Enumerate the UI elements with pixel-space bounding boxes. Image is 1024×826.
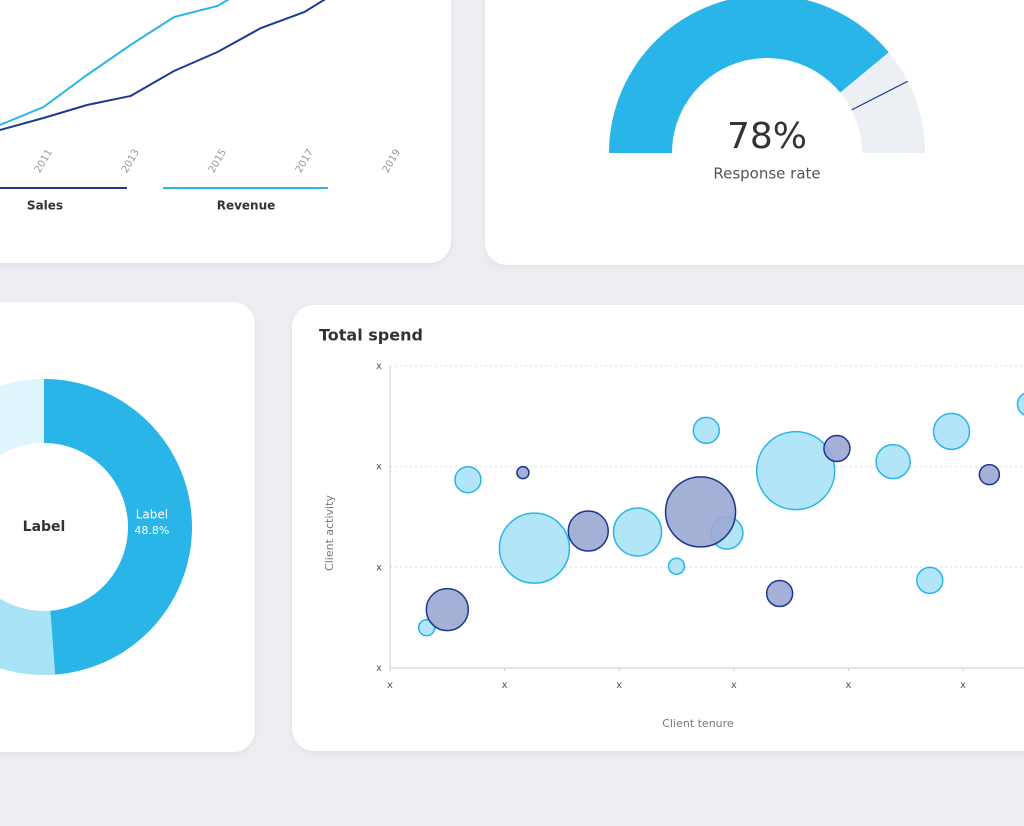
bubble <box>1016 391 1024 417</box>
chart-title: Total spend <box>319 326 423 345</box>
legend-label: Revenue <box>217 199 276 213</box>
line <box>0 0 262 126</box>
bubble <box>498 512 571 584</box>
bubble <box>664 476 737 548</box>
y-tick-label: x <box>376 361 382 372</box>
bubble <box>823 434 851 463</box>
gauge-target <box>851 80 909 111</box>
bubble <box>692 416 721 445</box>
x-tick-label: x <box>387 680 393 691</box>
gauge-fill <box>609 0 889 153</box>
gauge-chart: 78% Response rate <box>609 0 925 183</box>
donut-segment <box>0 379 44 527</box>
y-axis-label: Client activity <box>323 495 336 571</box>
bubble <box>516 465 530 480</box>
bubble <box>755 430 836 511</box>
y-tick-label: x <box>376 663 382 674</box>
card <box>0 0 451 263</box>
legend-label: Sales <box>27 199 63 213</box>
x-tick-label: x <box>731 680 737 691</box>
bubble <box>916 566 944 595</box>
bubble <box>932 412 971 451</box>
segment-value: 48.8% <box>134 524 169 537</box>
bubble <box>612 507 663 557</box>
gauge-label: Response rate <box>713 165 820 183</box>
x-tick-label: x <box>502 680 508 691</box>
segment-label: Label <box>136 507 168 521</box>
bubble <box>454 465 482 494</box>
bubble <box>425 587 470 632</box>
donut-segment <box>44 379 193 675</box>
x-tick-label: x <box>960 680 966 691</box>
x-tick-label: x <box>845 680 851 691</box>
bubble <box>667 557 686 576</box>
bubble <box>765 579 794 608</box>
bubble <box>567 510 610 552</box>
line <box>0 0 349 131</box>
x-axis-label: Client tenure <box>662 717 734 730</box>
bubble <box>978 463 1001 486</box>
donut-center-label: Label <box>23 519 66 535</box>
bubble <box>875 443 911 480</box>
x-tick-label: x <box>616 680 622 691</box>
donut-segment <box>0 527 56 675</box>
y-tick-label: x <box>376 562 382 573</box>
gauge-value: 78% <box>727 116 807 157</box>
bubble <box>417 618 436 637</box>
y-tick-label: x <box>376 462 382 473</box>
